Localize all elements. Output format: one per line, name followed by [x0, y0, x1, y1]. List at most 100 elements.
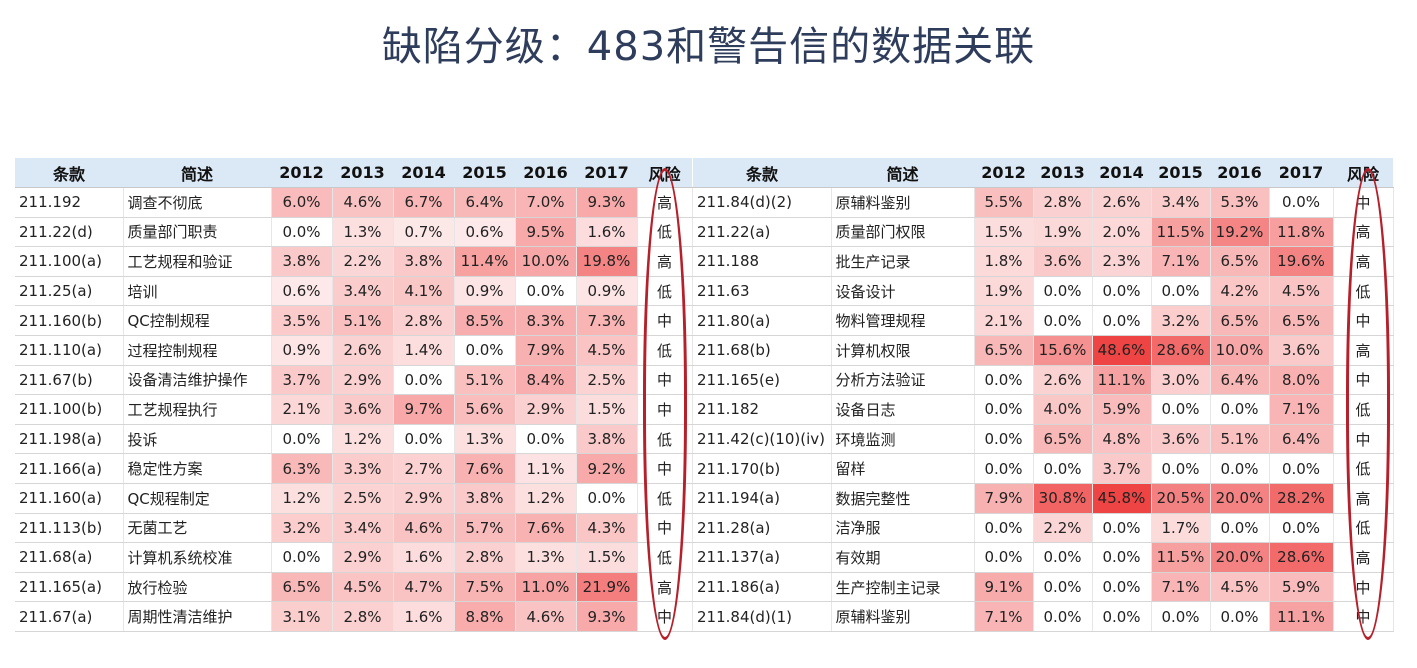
clause-description: 稳定性方案 — [123, 453, 272, 484]
risk-level: 中 — [1333, 601, 1394, 632]
percent-cell: 45.8% — [1092, 483, 1152, 514]
percent-cell: 11.0% — [515, 572, 577, 603]
percent-cell: 19.8% — [576, 246, 638, 277]
risk-level: 低 — [1333, 276, 1394, 307]
percent-cell: 2.9% — [332, 542, 394, 573]
percent-cell: 0.0% — [974, 453, 1034, 484]
percent-cell: 3.6% — [1269, 335, 1334, 366]
clause-code: 211.28(a) — [693, 513, 832, 544]
percent-cell: 6.4% — [454, 187, 516, 218]
percent-cell: 7.6% — [515, 513, 577, 544]
column-header: 简述 — [123, 158, 271, 188]
table-row: 211.198(a) 投诉 0.0% 1.2% 0.0% 1.3% 0.0% 3.8% 低 — [15, 424, 693, 455]
clause-description: QC规程制定 — [123, 483, 272, 514]
risk-level: 高 — [637, 187, 693, 218]
risk-level: 高 — [637, 246, 693, 277]
percent-cell: 0.0% — [1269, 453, 1334, 484]
percent-cell: 9.5% — [515, 217, 577, 248]
percent-cell: 10.0% — [1210, 335, 1270, 366]
clause-code: 211.42(c)(10)(iv) — [693, 424, 832, 455]
table-row: 211.194(a) 数据完整性 7.9% 30.8% 45.8% 20.5% 20.0% 2… — [693, 483, 1394, 514]
percent-cell: 2.0% — [1092, 217, 1152, 248]
percent-cell: 11.1% — [1092, 365, 1152, 396]
percent-cell: 0.0% — [1210, 394, 1270, 425]
percent-cell: 1.7% — [1151, 513, 1211, 544]
percent-cell: 6.5% — [974, 335, 1034, 366]
risk-level: 高 — [1333, 217, 1394, 248]
percent-cell: 0.0% — [515, 276, 577, 307]
percent-cell: 1.2% — [271, 483, 333, 514]
percent-cell: 1.3% — [515, 542, 577, 573]
percent-cell: 2.3% — [1092, 246, 1152, 277]
percent-cell: 7.1% — [1269, 394, 1334, 425]
percent-cell: 5.3% — [1210, 187, 1270, 218]
clause-description: 计算机权限 — [831, 335, 975, 366]
percent-cell: 21.9% — [576, 572, 638, 603]
percent-cell: 4.8% — [1092, 424, 1152, 455]
column-header: 2013 — [1033, 158, 1092, 188]
percent-cell: 11.1% — [1269, 601, 1334, 632]
percent-cell: 7.1% — [1151, 246, 1211, 277]
percent-cell: 30.8% — [1033, 483, 1093, 514]
table-row: 211.42(c)(10)(iv) 环境监测 0.0% 6.5% 4.8% 3.6% 5.1… — [693, 424, 1394, 455]
column-header: 2016 — [1210, 158, 1269, 188]
percent-cell: 0.0% — [1092, 513, 1152, 544]
column-header: 风险 — [637, 158, 692, 188]
column-header: 2013 — [332, 158, 393, 188]
percent-cell: 6.5% — [1269, 305, 1334, 336]
percent-cell: 28.2% — [1269, 483, 1334, 514]
percent-cell: 19.2% — [1210, 217, 1270, 248]
percent-cell: 3.2% — [271, 513, 333, 544]
percent-cell: 1.9% — [974, 276, 1034, 307]
risk-level: 低 — [1333, 513, 1394, 544]
table-row: 211.166(a) 稳定性方案 6.3% 3.3% 2.7% 7.6% 1.1% 9.2% 中 — [15, 453, 693, 484]
percent-cell: 2.9% — [332, 365, 394, 396]
table-row: 211.68(b) 计算机权限 6.5% 15.6% 48.6% 28.6% 10.0% 3.… — [693, 335, 1394, 366]
clause-code: 211.22(a) — [693, 217, 832, 248]
clause-description: 设备清洁维护操作 — [123, 365, 272, 396]
clause-code: 211.67(a) — [15, 601, 124, 632]
table-row: 211.22(a) 质量部门权限 1.5% 1.9% 2.0% 11.5% 19.2% 11.… — [693, 217, 1394, 248]
clause-code: 211.170(b) — [693, 453, 832, 484]
percent-cell: 2.7% — [393, 453, 455, 484]
percent-cell: 3.4% — [1151, 187, 1211, 218]
table-row: 211.110(a) 过程控制规程 0.9% 2.6% 1.4% 0.0% 7.9% 4.5%… — [15, 335, 693, 366]
clause-code: 211.22(d) — [15, 217, 124, 248]
percent-cell: 0.0% — [1033, 572, 1093, 603]
clause-description: 无菌工艺 — [123, 513, 272, 544]
table-row: 211.67(b) 设备清洁维护操作 3.7% 2.9% 0.0% 5.1% 8.4% 2.5… — [15, 365, 693, 396]
percent-cell: 6.4% — [1269, 424, 1334, 455]
percent-cell: 0.0% — [393, 424, 455, 455]
clause-description: 质量部门职责 — [123, 217, 272, 248]
percent-cell: 0.0% — [1269, 187, 1334, 218]
clause-code: 211.110(a) — [15, 335, 124, 366]
percent-cell: 1.8% — [974, 246, 1034, 277]
percent-cell: 3.1% — [271, 601, 333, 632]
clause-description: 物料管理规程 — [831, 305, 975, 336]
risk-level: 低 — [1333, 453, 1394, 484]
percent-cell: 5.1% — [454, 365, 516, 396]
risk-level: 低 — [637, 217, 693, 248]
risk-level: 中 — [1333, 365, 1394, 396]
column-header: 简述 — [831, 158, 974, 188]
clause-code: 211.182 — [693, 394, 832, 425]
column-header: 条款 — [693, 158, 831, 188]
percent-cell: 0.0% — [393, 365, 455, 396]
risk-level: 中 — [1333, 187, 1394, 218]
percent-cell: 4.5% — [576, 335, 638, 366]
percent-cell: 1.2% — [515, 483, 577, 514]
percent-cell: 0.0% — [271, 542, 333, 573]
percent-cell: 2.8% — [454, 542, 516, 573]
clause-code: 211.100(b) — [15, 394, 124, 425]
percent-cell: 1.3% — [454, 424, 516, 455]
percent-cell: 4.6% — [515, 601, 577, 632]
percent-cell: 6.0% — [271, 187, 333, 218]
risk-level: 中 — [1333, 424, 1394, 455]
clause-code: 211.194(a) — [693, 483, 832, 514]
clause-description: 放行检验 — [123, 572, 272, 603]
percent-cell: 0.0% — [271, 217, 333, 248]
percent-cell: 5.7% — [454, 513, 516, 544]
table-row: 211.63 设备设计 1.9% 0.0% 0.0% 0.0% 4.2% 4.5% 低 — [693, 276, 1394, 307]
risk-level: 中 — [637, 305, 693, 336]
percent-cell: 0.0% — [974, 542, 1034, 573]
